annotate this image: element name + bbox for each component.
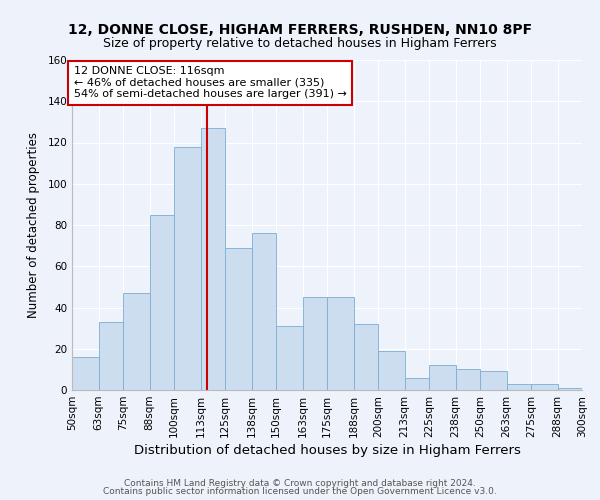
Bar — [582, 386, 600, 390]
Text: Contains public sector information licensed under the Open Government Licence v3: Contains public sector information licen… — [103, 487, 497, 496]
Bar — [404, 378, 429, 390]
Bar — [531, 384, 557, 390]
Bar — [276, 326, 302, 390]
Bar — [378, 351, 404, 390]
Text: 12, DONNE CLOSE, HIGHAM FERRERS, RUSHDEN, NN10 8PF: 12, DONNE CLOSE, HIGHAM FERRERS, RUSHDEN… — [68, 22, 532, 36]
X-axis label: Distribution of detached houses by size in Higham Ferrers: Distribution of detached houses by size … — [134, 444, 520, 457]
Y-axis label: Number of detached properties: Number of detached properties — [28, 132, 40, 318]
Bar — [251, 233, 276, 390]
Bar — [225, 248, 251, 390]
Bar — [302, 297, 327, 390]
Bar — [455, 370, 480, 390]
Bar — [557, 388, 582, 390]
Bar — [506, 384, 531, 390]
Text: Contains HM Land Registry data © Crown copyright and database right 2024.: Contains HM Land Registry data © Crown c… — [124, 478, 476, 488]
Bar — [480, 372, 506, 390]
Text: 12 DONNE CLOSE: 116sqm
← 46% of detached houses are smaller (335)
54% of semi-de: 12 DONNE CLOSE: 116sqm ← 46% of detached… — [74, 66, 347, 100]
Bar — [174, 146, 200, 390]
Bar — [98, 322, 123, 390]
Bar — [72, 357, 98, 390]
Bar — [353, 324, 378, 390]
Bar — [327, 297, 353, 390]
Bar — [429, 365, 455, 390]
Bar — [200, 128, 225, 390]
Text: Size of property relative to detached houses in Higham Ferrers: Size of property relative to detached ho… — [103, 38, 497, 51]
Bar — [123, 293, 149, 390]
Bar — [149, 214, 174, 390]
